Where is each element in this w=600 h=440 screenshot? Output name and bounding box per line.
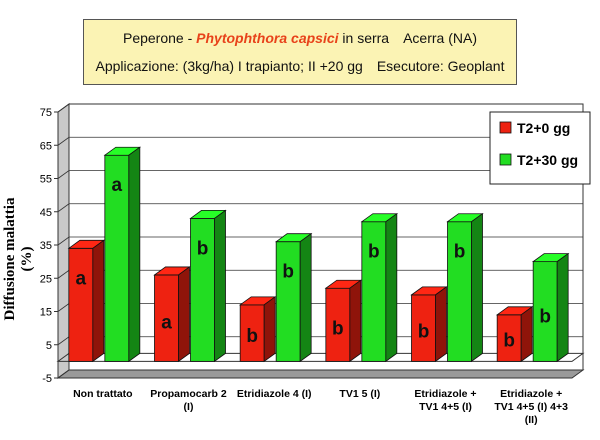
legend-label: T2+30 gg [517,152,578,168]
bar-green: a [103,146,142,363]
bar-red: a [67,239,106,363]
significance-letter: b [418,321,430,342]
bar-red: b [495,306,534,363]
gridline [57,170,583,179]
significance-letter: b [246,326,258,347]
bar-red: b [410,286,448,363]
bar-front [68,247,94,362]
bar-side [299,232,312,363]
bar-green: b [531,252,570,363]
bar-side [520,306,533,363]
x-category-label-line: (II) [525,414,538,426]
x-category-label-line: Etridiazole + [500,388,562,400]
y-tick-label: 35 [40,240,52,252]
y-tick-label: 65 [40,140,52,152]
gridline [57,369,583,379]
x-category-label: Etridiazole + TV1 4+5 (I) 4+3 (II) [494,388,568,426]
bar-side [471,212,483,363]
x-category-label-line: (I) [184,401,194,413]
title-line-2: Applicazione: (3kg/ha) I trapianto; II +… [84,58,516,74]
x-category-label: TV1 5 (I) [339,388,380,400]
y-tick-label: 25 [40,273,52,285]
significance-letter: b [454,242,466,263]
bar-side [556,252,569,363]
bar-side [435,286,447,363]
significance-letter: b [332,318,344,339]
zero-plane [56,352,585,362]
x-category-label-line: Etridiazole + [414,388,476,400]
title-executor: Esecutore: Geoplant [376,58,505,74]
title-application: Applicazione: (3kg/ha) I trapianto; II +… [95,58,363,74]
bar-front [325,287,351,362]
bar-side [178,266,190,363]
gridline [57,103,583,113]
y-tick-label: 55 [40,174,52,186]
x-category-label-line: Non trattato [73,388,133,400]
gridline [57,203,583,213]
bar-green: b [189,209,227,363]
x-category-label: Etridiazole 4 (I) [237,388,312,400]
significance-letter: b [503,330,515,351]
legend-swatch [499,153,512,166]
bar-side [92,239,105,363]
y-axis-ticks: -5 5 15 25 35 45 55 65 75 [40,107,59,385]
y-tick-label: 45 [40,207,52,219]
significance-letter: b [197,238,209,259]
bar-front [411,294,436,362]
significance-letter: a [112,175,123,196]
y-tick-label: 15 [40,307,52,319]
title-line-1: Peperone - Phytophthora capsici in serra… [84,30,516,46]
title-location: Acerra (NA) [403,30,477,46]
significance-letter: a [161,312,172,333]
bar-side [349,279,362,363]
chart-title-box: Peperone - Phytophthora capsici in serra… [83,19,517,85]
bar-front [154,274,179,362]
legend-label: T2+0 gg [517,120,570,136]
bar-front [532,261,558,362]
bar-red: b [324,279,363,363]
x-category-label: Non trattato [73,388,133,400]
bar-front [275,241,301,362]
bar-green: b [274,232,313,363]
bar-side [385,212,398,363]
x-category-label-line: Propamocarb 2 [150,388,227,400]
y-tick-label: -5 [42,373,52,385]
significance-letter: b [368,242,380,263]
bar-front [447,221,472,362]
bar-green: b [446,212,484,363]
bar-green: b [360,212,399,363]
bar-side [128,146,141,363]
title-setting: in serra [338,30,390,46]
gridline [57,236,583,246]
significance-letter: b [539,306,551,327]
title-pathogen: Phytophthora capsici [196,30,339,46]
x-axis-labels: Non trattato Propamocarb 2 (I) Etridiazole … [73,388,568,426]
x-category-label-line: TV1 4+5 (I) [419,401,472,413]
chart-bars: a a a b b b b b b b b b [67,146,570,363]
x-category-label-line: TV1 4+5 (I) 4+3 [494,401,568,413]
x-category-label: Propamocarb 2 (I) [150,388,227,413]
significance-letter: b [282,262,294,283]
bar-front [239,304,265,362]
chart-legend: T2+0 gg T2+30 gg [489,111,591,185]
bar-side [214,209,226,363]
x-category-label: Etridiazole + TV1 4+5 (I) [414,388,476,413]
y-tick-label: 5 [46,340,52,352]
legend-swatch [499,121,512,134]
chart-floor [56,369,585,379]
bar-side [263,296,276,363]
bar-red: b [238,296,277,363]
x-category-label-line: Etridiazole 4 (I) [237,388,312,400]
title-crop: Peperone - [122,30,197,46]
bar-front [190,217,215,362]
y-tick-label: 75 [40,107,52,119]
gridline [57,136,583,146]
x-category-label-line: TV1 5 (I) [339,388,380,400]
bar-red: a [153,266,191,363]
bar-front [361,221,387,362]
significance-letter: a [76,268,87,289]
